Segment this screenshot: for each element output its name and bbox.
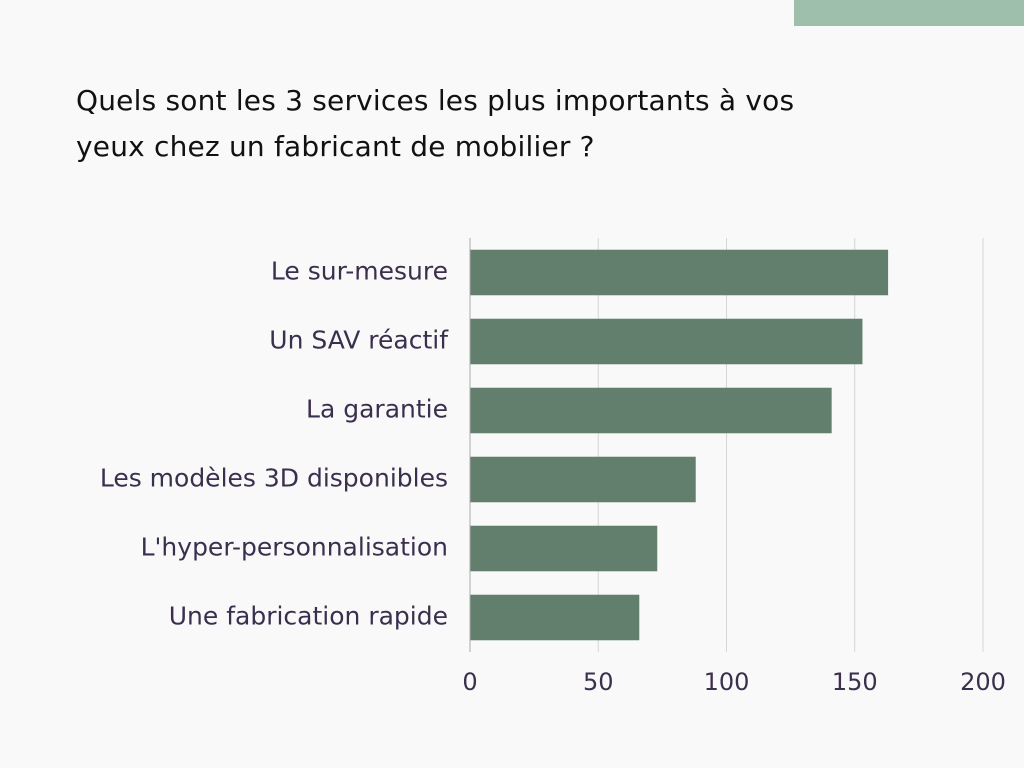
question-title: Quels sont les 3 services les plus impor… (76, 84, 795, 163)
x-tick-label: 100 (704, 668, 750, 696)
accent-bar (794, 0, 1024, 26)
category-label: Une fabrication rapide (169, 602, 448, 631)
grid-lines (597, 238, 984, 652)
category-labels: Le sur-mesure Un SAV réactif La garantie Le… (100, 257, 449, 631)
x-tick-label: 0 (462, 668, 477, 696)
category-label: L'hyper-personnalisation (141, 533, 448, 562)
x-axis: 0 50 100 150 200 (462, 238, 1006, 696)
category-label: La garantie (306, 395, 448, 424)
bar (470, 594, 640, 641)
bars (470, 249, 889, 641)
x-tick-label: 200 (960, 668, 1006, 696)
category-label: Le sur-mesure (271, 257, 448, 286)
x-tick-label: 150 (832, 668, 878, 696)
x-tick-label: 50 (583, 668, 614, 696)
category-label: Les modèles 3D disponibles (100, 464, 448, 493)
bar (470, 249, 889, 296)
bar (470, 525, 658, 572)
bar (470, 318, 863, 365)
bar (470, 387, 832, 434)
bar (470, 456, 696, 503)
category-label: Un SAV réactif (269, 326, 449, 355)
